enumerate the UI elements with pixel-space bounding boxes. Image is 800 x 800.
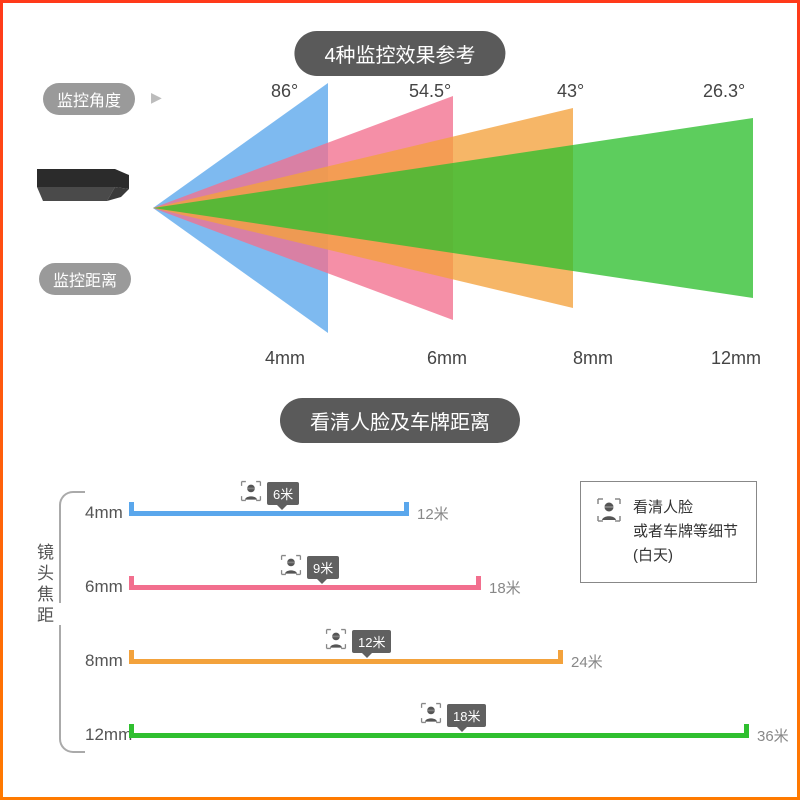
- face-marker: 18米: [419, 701, 486, 730]
- face-distance: 9米: [307, 556, 339, 579]
- fov-cones: [153, 73, 763, 343]
- focal-value: 6mm: [427, 348, 467, 369]
- side-label: 镜头焦距: [31, 543, 56, 627]
- legend-line: (白天): [633, 544, 738, 568]
- face-distance: 18米: [447, 704, 486, 727]
- bar-row: 12mm 36米 18米: [129, 695, 800, 755]
- face-icon: [324, 627, 348, 656]
- angle-label: 监控角度: [43, 83, 135, 115]
- focal-value: 12mm: [711, 348, 761, 369]
- face-marker: 12米: [324, 627, 391, 656]
- bracket-icon: [59, 491, 85, 603]
- face-marker: 9米: [279, 553, 339, 582]
- bar-focal: 4mm: [85, 503, 123, 523]
- bar-focal: 12mm: [85, 725, 132, 745]
- focal-value: 8mm: [573, 348, 613, 369]
- bar-focal: 6mm: [85, 577, 123, 597]
- face-marker: 6米: [239, 479, 299, 508]
- title-bottom: 看清人脸及车牌距离: [280, 398, 520, 443]
- angle-value: 43°: [557, 81, 584, 102]
- bar-line: [129, 585, 481, 590]
- distance-label: 监控距离: [39, 263, 131, 295]
- bracket-icon: [59, 625, 85, 753]
- face-distance: 6米: [267, 482, 299, 505]
- bar-row: 8mm 24米 12米: [129, 621, 623, 681]
- bar-focal: 8mm: [85, 651, 123, 671]
- angle-value: 86°: [271, 81, 298, 102]
- face-icon: [239, 479, 263, 508]
- legend-box: 看清人脸 或者车牌等细节 (白天): [580, 481, 757, 583]
- focal-value: 4mm: [265, 348, 305, 369]
- legend-line: 或者车牌等细节: [633, 520, 738, 544]
- face-icon: [419, 701, 443, 730]
- camera-icon: [37, 163, 133, 209]
- bar-end-label: 12米: [417, 503, 449, 524]
- legend-line: 看清人脸: [633, 496, 738, 520]
- bar-row: 4mm 12米 6米: [129, 473, 469, 533]
- bar-end-label: 18米: [489, 577, 521, 598]
- title-top: 4种监控效果参考: [294, 31, 505, 76]
- bar-line: [129, 511, 409, 516]
- bar-row: 6mm 18米 9米: [129, 547, 541, 607]
- bar-line: [129, 733, 749, 738]
- angle-value: 54.5°: [409, 81, 451, 102]
- bar-end-label: 24米: [571, 651, 603, 672]
- bar-line: [129, 659, 563, 664]
- angle-value: 26.3°: [703, 81, 745, 102]
- face-icon: [279, 553, 303, 582]
- face-icon: [595, 496, 623, 532]
- face-distance: 12米: [352, 630, 391, 653]
- bar-end-label: 36米: [757, 725, 789, 746]
